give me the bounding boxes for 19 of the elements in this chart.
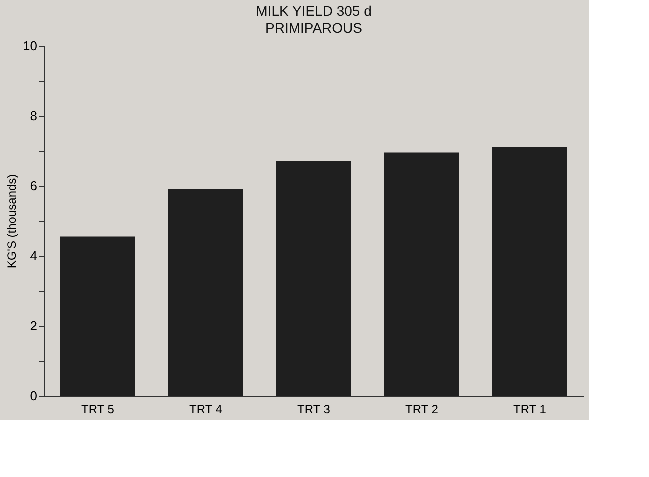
y-axis-title: KG'S (thousands) [5,174,20,269]
y-tick-label: 4 [30,248,38,264]
y-tick-label: 8 [30,108,38,124]
x-tick-label: TRT 5 [82,402,115,416]
x-tick-label: TRT 4 [190,402,223,416]
bar [276,162,352,396]
bar [60,236,136,396]
x-tick-label: TRT 2 [406,402,439,416]
bar [384,152,460,396]
x-tick-label: TRT 3 [298,402,331,416]
chart-title: MILK YIELD 305 d [256,3,372,19]
chart-subtitle: PRIMIPAROUS [266,20,362,36]
x-tick-label: TRT 1 [514,402,547,416]
y-tick-label: 10 [23,38,38,54]
bar [168,190,244,396]
y-tick-label: 6 [30,178,38,194]
y-tick-label: 0 [30,388,38,404]
bar [492,148,568,396]
y-tick-label: 2 [30,318,38,334]
